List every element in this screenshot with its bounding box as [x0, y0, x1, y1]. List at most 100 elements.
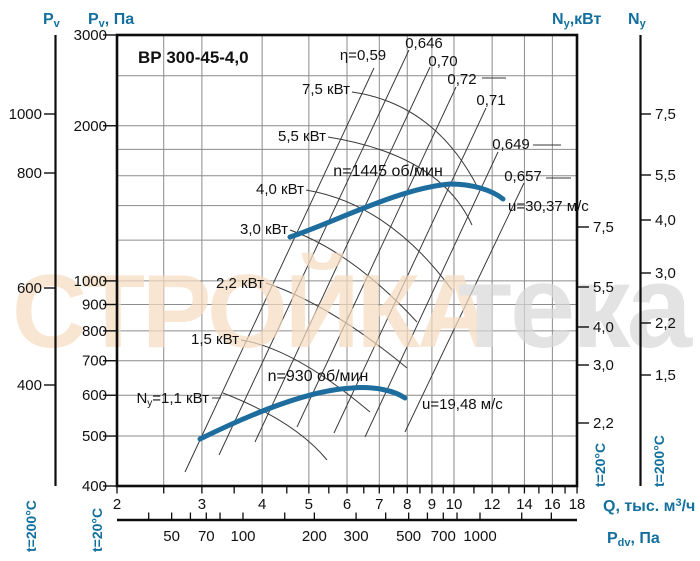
power-arc-4-0 [305, 189, 453, 291]
ny-outer-label-3,0: 3,0 [655, 265, 676, 282]
pdv-label-70: 70 [198, 528, 215, 545]
power-label-4-0: 4,0 кВт [256, 181, 304, 198]
pv-inner-label-2000: 2000 [74, 118, 107, 135]
power-arc-3-0 [289, 229, 418, 323]
eta-line-071 [333, 107, 487, 434]
eta-label-059: η=0,59 [340, 47, 386, 64]
temp-right-outer: t=200°C [651, 435, 667, 487]
speed-label-930: n=930 об/мин [268, 368, 369, 385]
header-pdv: Pdv, Па [607, 530, 660, 549]
axes-frames [54, 33, 642, 522]
pv-inner-label-1000: 1000 [74, 273, 107, 290]
header-pv-outer: Pv [43, 11, 61, 30]
power-label-2-2: 2,2 кВт [216, 275, 264, 292]
axis-headers: Pv Pv, Па Ny,кВт Ny Q, тыс. м3/ч Pdv, Па… [23, 11, 695, 552]
pdv-label-700: 700 [431, 528, 456, 545]
power-arc-2-2 [265, 282, 408, 369]
q-tick-label-9: 9 [428, 496, 436, 513]
header-pv-inner: Pv, Па [88, 11, 134, 30]
pdv-label-1000: 1000 [463, 528, 496, 545]
header-q: Q, тыс. м3/ч [603, 497, 695, 515]
q-tick-label-2: 2 [113, 496, 121, 513]
grid-layer [117, 35, 577, 486]
ny-inner-label-5,5: 5,5 [593, 279, 614, 296]
power-arc-5-5 [327, 136, 473, 226]
ny-inner-label-2,2: 2,2 [593, 415, 614, 432]
fan-curve-930 [197, 385, 408, 442]
ny-outer-label-2,2: 2,2 [655, 315, 676, 332]
chart-title: ВР 300-45-4,0 [138, 48, 249, 67]
eta-label-0657: 0,657 [504, 168, 542, 185]
pdv-label-100: 100 [230, 528, 255, 545]
pv-inner-label-800: 800 [82, 323, 107, 340]
ny-outer-label-4,0: 4,0 [655, 212, 676, 229]
speed-label-1445: n=1445 об/мин [333, 163, 443, 180]
pv-outer-label-800: 800 [17, 165, 42, 182]
temp-right-inner: t=20°C [592, 443, 608, 487]
header-ny-outer: Ny [628, 11, 647, 30]
pv-outer-label-1000: 1000 [9, 106, 42, 123]
header-ny-inner: Ny,кВт [552, 11, 601, 30]
q-tick-label-12: 12 [484, 496, 501, 513]
pdv-label-300: 300 [344, 528, 369, 545]
pdv-label-50: 50 [163, 528, 180, 545]
power-label-3-0: 3,0 кВт [240, 221, 288, 238]
pdv-label-200: 200 [302, 528, 327, 545]
ny-inner-label-7,5: 7,5 [593, 219, 614, 236]
fan-curve-1445 [287, 181, 506, 240]
pv-outer-label-600: 600 [17, 280, 42, 297]
eta-label-072: 0,72 [447, 71, 476, 88]
pv-inner-label-700: 700 [82, 353, 107, 370]
power-label-1-1: Ny=1,1 кВт [136, 390, 209, 409]
q-tick-label-10: 10 [446, 496, 463, 513]
eta-label-0646: 0,646 [405, 35, 443, 52]
power-label-7-5: 7,5 кВт [302, 81, 350, 98]
power-arc-7-5 [351, 91, 479, 189]
q-tick-label-18: 18 [569, 496, 586, 513]
eta-line-070 [254, 66, 431, 443]
eta-line-059 [184, 67, 375, 473]
pv-inner-label-900: 900 [82, 296, 107, 313]
q-tick-label-5: 5 [305, 496, 313, 513]
pv-outer-label-400: 400 [17, 377, 42, 394]
ny-outer-label-5,5: 5,5 [655, 167, 676, 184]
q-tick-label-3: 3 [198, 496, 206, 513]
ticks-layer: 2 3 4 5 6 7 8 9 10 12 14 16 18 3000 2000 1000 900 800 700 6… [9, 27, 676, 545]
watermark-part1: СТРОЙКА [12, 253, 490, 370]
u-label-upper: u=30,37 м/с [508, 198, 589, 215]
watermark: СТРОЙКА тека [12, 241, 697, 373]
watermark-part2: тека [456, 241, 693, 373]
q-tick-label-14: 14 [516, 496, 533, 513]
fan-curves [197, 181, 506, 442]
q-tick-label-8: 8 [403, 496, 411, 513]
eta-label-070: 0,70 [428, 53, 457, 70]
eta-line-0657 [404, 182, 525, 433]
chart-labels: ВР 300-45-4,0 η=0,59 0,646 0,70 0,72 0,7… [136, 35, 589, 413]
temp-left-inner: t=20°C [89, 508, 105, 552]
ny-outer-label-1,5: 1,5 [655, 367, 676, 384]
eta-line-0646 [218, 49, 410, 456]
pdv-label-500: 500 [396, 528, 421, 545]
q-tick-label-4: 4 [258, 496, 266, 513]
pv-inner-label-400: 400 [82, 478, 107, 495]
temp-left-outer: t=200°C [23, 500, 39, 552]
q-tick-label-7: 7 [375, 496, 383, 513]
q-tick-label-6: 6 [343, 496, 351, 513]
power-label-1-5: 1,5 кВт [191, 331, 239, 348]
pv-inner-label-500: 500 [82, 428, 107, 445]
power-label-5-5: 5,5 кВт [278, 128, 326, 145]
pv-inner-label-600: 600 [82, 387, 107, 404]
pv-inner-label-3000: 3000 [74, 27, 107, 44]
ny-inner-label-4,0: 4,0 [593, 319, 614, 336]
eta-line-072 [296, 86, 457, 428]
eta-label-0649: 0,649 [492, 136, 530, 153]
power-arc-1-5 [240, 339, 371, 413]
efficiency-lines [184, 49, 571, 473]
u-label-lower: u=19,48 м/с [422, 396, 503, 413]
ny-outer-label-7,5: 7,5 [655, 106, 676, 123]
power-lines [222, 91, 479, 461]
power-arc-1-1 [222, 392, 328, 461]
q-tick-label-16: 16 [544, 496, 561, 513]
